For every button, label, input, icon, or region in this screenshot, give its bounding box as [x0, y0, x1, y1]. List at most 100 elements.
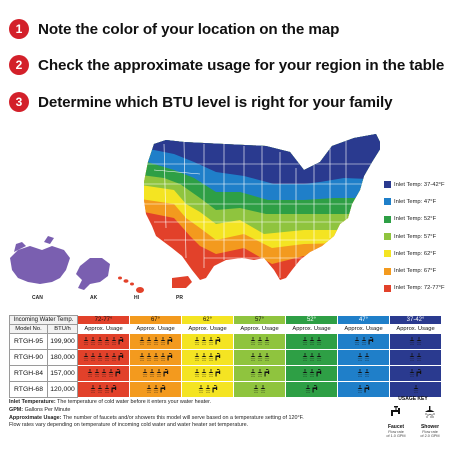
shower-icon: [139, 352, 145, 361]
note-usage: Approximate Usage: The number of faucets…: [9, 415, 369, 423]
usage-cell: [77, 381, 131, 398]
usage-cell: [181, 333, 235, 350]
legend-swatch: [384, 267, 391, 275]
usage-cell: [181, 365, 235, 382]
usage-key-shower: Shower Flow rate of 2.0 GPM: [416, 405, 444, 439]
step-text: Determine which BTU level is right for y…: [38, 93, 393, 111]
zone-temp-header: 57°: [233, 315, 287, 325]
faucet-gpm: of 1.0 GPM: [386, 434, 406, 439]
shower-gpm: of 2.0 GPM: [420, 434, 440, 439]
btu-cell: 157,000: [46, 365, 79, 382]
shower-icon: [257, 352, 263, 361]
legend-label: Inlet Temp: 57°F: [394, 233, 437, 240]
usage-icons: [302, 336, 322, 345]
usage-cell: [233, 333, 287, 350]
btu-cell: 180,000: [46, 349, 79, 366]
usage-icons: [87, 368, 121, 377]
shower-icon: [104, 336, 110, 345]
shower-icon: [409, 352, 415, 361]
legend-label: Inlet Temp: 37-42°F: [394, 181, 445, 188]
legend-swatch: [384, 181, 391, 189]
shower-icon: [309, 352, 315, 361]
usage-icons: [253, 384, 266, 393]
zone-temp-header: 37-42°: [389, 315, 443, 325]
faucet-icon: [167, 352, 173, 361]
shower-icon: [194, 336, 200, 345]
usage-cell: [77, 365, 131, 382]
step-number-badge: 2: [9, 55, 29, 75]
zone-temp-header: 67°: [129, 315, 183, 325]
usage-cell: [129, 381, 183, 398]
usage-icons: [194, 368, 221, 377]
btu-cell: 120,000: [46, 381, 79, 398]
note-text: The temperature of cold water before it …: [57, 399, 212, 405]
shower-icon: [90, 352, 96, 361]
shower-icon: [139, 336, 145, 345]
shower-icon: [416, 352, 422, 361]
usage-cell: [337, 333, 391, 350]
note-inlet: Inlet Temperature: The temperature of co…: [9, 399, 369, 407]
shower-icon: [146, 336, 152, 345]
shower-icon: [108, 368, 114, 377]
shower-icon: [160, 336, 166, 345]
usage-cell: [285, 365, 339, 382]
usage-icons: [357, 384, 370, 393]
approx-usage-header: Approx. Usage: [337, 324, 391, 334]
usage-icons: [198, 384, 218, 393]
usage-icons: [302, 368, 322, 377]
shower-icon: [316, 352, 322, 361]
footnotes: Inlet Temperature: The temperature of co…: [9, 399, 369, 430]
usage-key-faucet: Faucet Flow rate of 1.0 GPM: [382, 405, 410, 439]
shower-icon: [153, 384, 159, 393]
usage-cell: [77, 333, 131, 350]
shower-flow-rate: Flow rate: [422, 430, 438, 434]
table-row: RTGH-84 157,000: [9, 365, 443, 382]
shower-icon: [361, 336, 367, 345]
shower-icon: [264, 336, 270, 345]
usage-cell: [337, 365, 391, 382]
faucet-flow-rate: Flow rate: [388, 430, 404, 434]
usage-icons: [409, 352, 422, 361]
usage-cell: [233, 365, 287, 382]
note-label: Approximate Usage:: [9, 414, 62, 421]
shower-icon: [253, 384, 259, 393]
usage-table-body: RTGH-95 199,900 RTGH-90 180,000 RTGH-84 …: [9, 333, 443, 398]
zone-temp-header: 62°: [181, 315, 235, 325]
shower-icon: [208, 336, 214, 345]
shower-icon: [87, 368, 93, 377]
note-gpm: GPM: Gallons Per Minute: [9, 407, 369, 415]
step-1: 1 Note the color of your location on the…: [9, 17, 339, 41]
faucet-icon: [167, 336, 173, 345]
shower-icon: [260, 384, 266, 393]
us-inlet-temperature-map: CAN AK HI PR: [10, 134, 380, 301]
shower-icon: [156, 368, 162, 377]
shower-icon: [413, 384, 419, 393]
usage-cell: [181, 349, 235, 366]
shower-icon: [146, 384, 152, 393]
legend-item: Inlet Temp: 62°F: [384, 245, 450, 262]
usage-icons: [83, 336, 124, 345]
faucet-icon: [368, 336, 374, 345]
usage-cell: [389, 365, 443, 382]
shower-icon: [90, 384, 96, 393]
shower-icon: [153, 336, 159, 345]
usage-key-title: USAGE KEY: [398, 396, 428, 402]
model-cell: RTGH-68: [9, 381, 48, 398]
usage-icons: [354, 336, 374, 345]
approx-usage-header: Approx. Usage: [181, 324, 235, 334]
usage-cell: [233, 381, 287, 398]
map-label-can: CAN: [32, 295, 43, 301]
usage-cell: [337, 349, 391, 366]
usage-icons: [305, 384, 318, 393]
note-label: Inlet Temperature:: [9, 399, 56, 405]
step-text: Note the color of your location on the m…: [38, 20, 340, 38]
approx-usage-header: Approx. Usage: [285, 324, 339, 334]
btu-cell: 199,900: [46, 333, 79, 350]
model-cell: RTGH-95: [9, 333, 48, 350]
faucet-icon: [163, 368, 169, 377]
shower-icon: [146, 352, 152, 361]
legend-swatch: [384, 233, 391, 241]
shower-icon: [208, 352, 214, 361]
legend-swatch: [384, 250, 391, 258]
canada-region: [10, 246, 70, 284]
